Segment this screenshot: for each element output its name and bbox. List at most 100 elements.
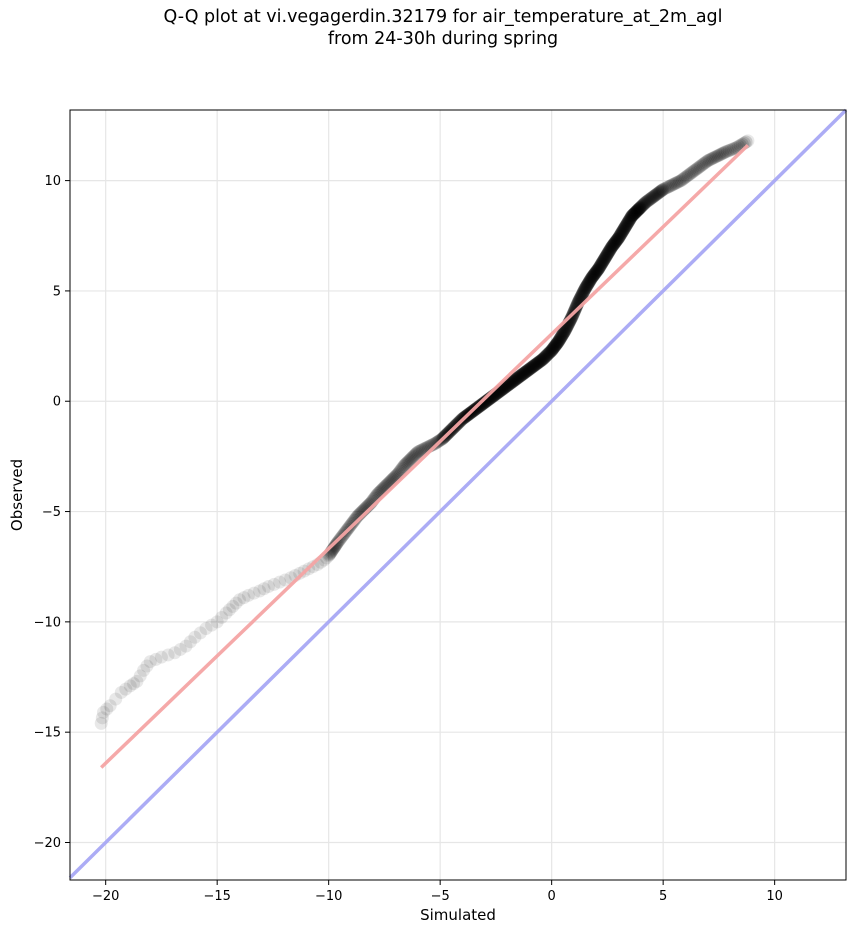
quantile-point	[123, 679, 137, 693]
quantile-point	[173, 642, 187, 656]
quantile-point	[328, 539, 342, 553]
quantile-point	[130, 674, 144, 688]
quantile-point	[574, 289, 588, 303]
quantile-point	[539, 349, 553, 363]
quantile-point	[528, 358, 542, 372]
quantile-point	[506, 374, 520, 388]
quantile-point	[603, 243, 617, 257]
quantile-point	[680, 169, 694, 183]
quantile-point	[504, 376, 518, 390]
quantile-point	[564, 311, 578, 325]
quantile-point	[306, 560, 320, 574]
quantile-point	[713, 148, 727, 162]
chart-title-line-1: Q-Q plot at vi.vegagerdin.32179 for air_…	[163, 7, 723, 27]
plot-frame	[69, 109, 847, 881]
quantile-point	[681, 168, 695, 182]
quantile-point	[473, 399, 487, 413]
quantile-point	[600, 247, 614, 261]
quantile-point	[581, 277, 595, 291]
quantile-point	[400, 456, 414, 470]
quantile-point	[406, 449, 420, 463]
quantile-point	[399, 457, 413, 471]
quantile-point	[592, 261, 606, 275]
quantile-point	[527, 359, 541, 373]
quantile-point	[542, 346, 556, 360]
quantile-point	[613, 228, 627, 242]
quantile-point	[614, 227, 628, 241]
quantile-point	[549, 338, 563, 352]
quantile-point	[525, 360, 539, 374]
quantile-point	[393, 464, 407, 478]
quantile-point	[511, 371, 525, 385]
quantile-point	[199, 621, 213, 635]
x-tick-label: −15	[203, 889, 230, 904]
quantile-point	[638, 196, 652, 210]
quantile-point	[537, 351, 551, 365]
quantile-point	[534, 353, 548, 367]
quantile-point	[408, 448, 422, 462]
quantile-point	[564, 313, 578, 327]
quantile-point	[603, 243, 617, 257]
quantile-point	[532, 355, 546, 369]
quantile-point	[547, 341, 561, 355]
quantile-point	[293, 566, 307, 580]
quantile-point	[403, 453, 417, 467]
quantile-point	[183, 635, 197, 649]
quantile-point	[633, 201, 647, 215]
quantile-point	[520, 364, 534, 378]
quantile-point	[612, 231, 626, 245]
quantile-point	[598, 252, 612, 266]
quantile-point	[686, 165, 700, 179]
quantile-point	[552, 333, 566, 347]
quantile-point	[412, 444, 426, 458]
quantile-point	[542, 346, 556, 360]
quantile-point	[658, 182, 672, 196]
quantile-point	[662, 179, 676, 193]
quantile-point	[646, 190, 660, 204]
quantile-point	[589, 266, 603, 280]
quantile-point	[605, 239, 619, 253]
quantile-point	[607, 237, 621, 251]
quantile-point	[411, 445, 425, 459]
quantile-point	[631, 203, 645, 217]
quantile-point	[625, 209, 639, 223]
quantile-point	[617, 222, 631, 236]
quantile-point	[137, 663, 151, 677]
quantile-point	[588, 267, 602, 281]
quantile-point	[232, 593, 246, 607]
quantile-point	[620, 216, 634, 230]
y-tick-label: −5	[42, 505, 61, 520]
quantile-point	[226, 599, 240, 613]
quantile-point	[597, 253, 611, 267]
quantile-point	[552, 334, 566, 348]
quantile-point	[610, 233, 624, 247]
quantile-point	[620, 217, 634, 231]
quantile-point	[346, 515, 360, 529]
quantile-point	[655, 183, 669, 197]
quantile-point	[237, 591, 251, 605]
quantile-point	[722, 143, 736, 157]
quantile-point	[508, 373, 522, 387]
quantile-point	[103, 699, 117, 713]
quantile-point	[601, 246, 615, 260]
quantile-point	[627, 207, 641, 221]
quantile-point	[517, 366, 531, 380]
quantile-point	[634, 200, 648, 214]
quantile-points	[94, 134, 755, 730]
quantile-point	[719, 145, 733, 159]
quantile-point	[600, 248, 614, 262]
quantile-point	[550, 337, 564, 351]
quantile-point	[514, 368, 528, 382]
quantile-point	[531, 356, 545, 370]
quantile-point	[632, 202, 646, 216]
quantile-point	[587, 268, 601, 282]
quantile-point	[599, 249, 613, 263]
quantile-point	[741, 134, 755, 148]
quantile-point	[133, 669, 147, 683]
quantile-point	[598, 251, 612, 265]
quantile-point	[655, 184, 669, 198]
quantile-point	[394, 463, 408, 477]
quantile-point	[473, 399, 487, 413]
quantile-point	[642, 193, 656, 207]
quantile-point	[622, 214, 636, 228]
